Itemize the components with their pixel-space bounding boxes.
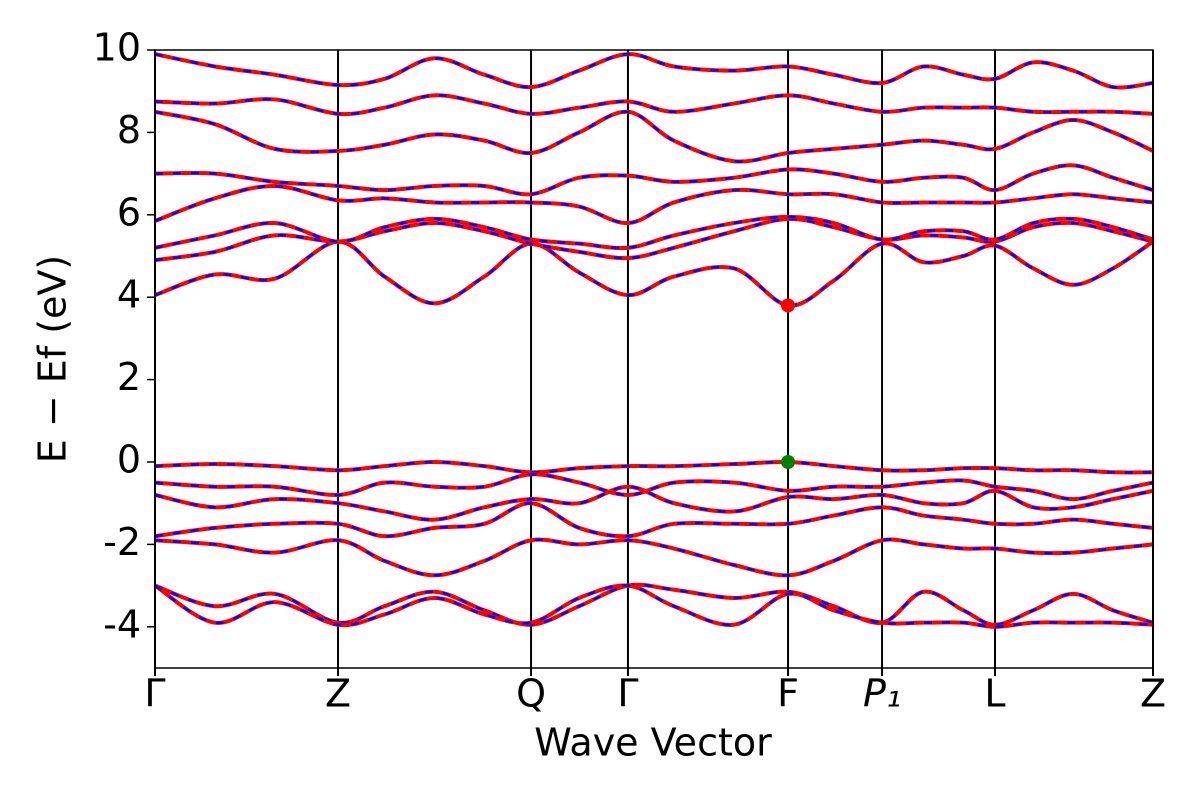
- x-tick-label: Γ: [144, 672, 165, 716]
- band-dash: [155, 184, 1153, 225]
- band: [155, 93, 1153, 117]
- band: [155, 501, 1153, 539]
- band-dash: [155, 52, 1153, 89]
- x-tick-label: Q: [516, 672, 546, 716]
- band-edge-point: [781, 298, 796, 313]
- y-tick-label: -2: [103, 520, 141, 564]
- y-tick-label: 2: [117, 355, 141, 399]
- band-dash: [155, 215, 1153, 250]
- band: [155, 109, 1153, 164]
- band: [155, 459, 1153, 475]
- y-tick-label: -4: [103, 602, 141, 646]
- x-tick-label: Z: [325, 672, 351, 716]
- band-dash: [155, 473, 1153, 501]
- band-dash: [155, 94, 1153, 116]
- band: [155, 583, 1153, 629]
- band-dash: [155, 583, 1153, 626]
- y-tick-label: 0: [117, 438, 141, 482]
- x-axis-label: Wave Vector: [534, 721, 772, 765]
- band-dash: [155, 485, 1153, 521]
- y-tick-label: 10: [93, 26, 141, 70]
- y-tick-label: 8: [117, 108, 141, 152]
- band: [155, 52, 1153, 90]
- y-axis-label: E − Ef (eV): [31, 255, 75, 464]
- band-edge-point: [781, 455, 796, 469]
- band-dash: [155, 110, 1153, 163]
- band: [155, 239, 1153, 308]
- band: [155, 537, 1153, 578]
- band: [155, 183, 1153, 226]
- x-tick-label: Z: [1140, 672, 1166, 716]
- x-tick-label: Γ: [617, 672, 638, 716]
- x-tick-label: P₁: [863, 672, 901, 716]
- x-tick-label: F: [777, 672, 799, 716]
- band-dash: [155, 501, 1153, 538]
- x-tick-label: L: [984, 672, 1005, 716]
- y-tick-label: 4: [117, 273, 141, 317]
- band-dash: [155, 164, 1153, 196]
- y-tick-label: 6: [117, 190, 141, 234]
- band-dash: [155, 240, 1153, 307]
- band: [155, 214, 1153, 251]
- band: [155, 582, 1153, 627]
- plot-frame: [154, 49, 1154, 669]
- band-dash: [155, 538, 1153, 577]
